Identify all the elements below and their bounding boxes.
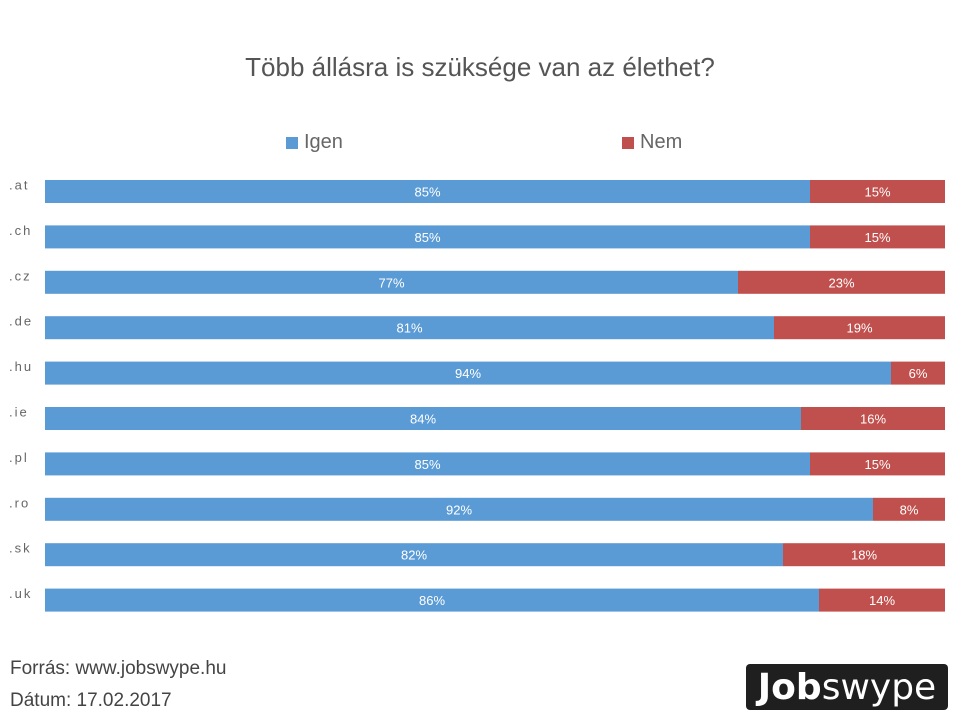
source-text: Forrás: www.jobswype.hu bbox=[10, 658, 227, 679]
data-label-nem-cz: 23% bbox=[828, 275, 854, 290]
bar-chart: .at 85% 15% .ch 85% 15% .cz 77% 23% .de 81% 19% .hu 9… bbox=[9, 178, 945, 612]
data-label-nem-de: 19% bbox=[846, 321, 872, 336]
bar-igen-ie bbox=[45, 407, 801, 430]
logo-text-job: Job bbox=[757, 666, 822, 708]
legend-swatch-nem bbox=[622, 136, 634, 149]
bar-nem-ro bbox=[873, 497, 945, 521]
data-label-nem-ch: 15% bbox=[864, 230, 890, 245]
bar-nem-cz bbox=[738, 270, 945, 294]
category-label-ro: .ro bbox=[9, 495, 30, 510]
jobswype-logo: Job swype bbox=[746, 664, 948, 710]
bar-igen-ch bbox=[45, 225, 810, 249]
data-label-nem-sk: 18% bbox=[851, 548, 877, 563]
legend-item-nem: Nem bbox=[622, 131, 682, 154]
data-label-nem-ro: 8% bbox=[900, 502, 919, 517]
bar-nem-pl bbox=[810, 452, 945, 476]
legend-item-igen: Igen bbox=[286, 131, 343, 154]
date-text: Dátum: 17.02.2017 bbox=[10, 690, 172, 711]
data-label-igen-ch: 85% bbox=[414, 230, 440, 245]
category-label-at: .at bbox=[9, 178, 29, 193]
category-label-cz: .cz bbox=[9, 268, 32, 283]
data-label-nem-ie: 16% bbox=[860, 412, 886, 427]
bar-igen-sk bbox=[45, 543, 783, 567]
data-label-igen-uk: 86% bbox=[419, 593, 445, 608]
category-label-sk: .sk bbox=[9, 541, 32, 556]
bar-nem-hu bbox=[891, 361, 945, 385]
bar-igen-uk bbox=[45, 588, 819, 612]
category-label-uk: .uk bbox=[9, 586, 32, 601]
chart-legend: Igen Nem bbox=[0, 131, 960, 157]
bar-nem-ch bbox=[810, 225, 945, 249]
category-label-de: .de bbox=[9, 314, 33, 329]
data-label-igen-ie: 84% bbox=[410, 412, 436, 427]
data-label-igen-de: 81% bbox=[396, 321, 422, 336]
chart-title: Több állásra is szüksége van az élethet? bbox=[245, 52, 715, 82]
data-label-igen-hu: 94% bbox=[455, 366, 481, 381]
data-label-nem-hu: 6% bbox=[909, 366, 928, 381]
bar-nem-de bbox=[774, 316, 945, 340]
logo-text-swype: swype bbox=[821, 666, 937, 708]
bar-nem-uk bbox=[819, 588, 945, 612]
data-label-nem-pl: 15% bbox=[864, 457, 890, 472]
data-label-nem-at: 15% bbox=[864, 185, 890, 200]
legend-label-igen: Igen bbox=[304, 131, 343, 153]
category-label-pl: .pl bbox=[9, 450, 29, 465]
bar-nem-at bbox=[810, 180, 945, 203]
bar-nem-sk bbox=[783, 543, 945, 567]
bar-igen-hu bbox=[45, 361, 891, 385]
legend-swatch-igen bbox=[286, 136, 298, 149]
bar-igen-cz bbox=[45, 270, 738, 294]
category-label-ie: .ie bbox=[9, 405, 29, 420]
bar-igen-de bbox=[45, 316, 774, 340]
bar-nem-ie bbox=[801, 407, 945, 430]
data-label-igen-pl: 85% bbox=[414, 457, 440, 472]
bar-igen-pl bbox=[45, 452, 810, 476]
category-label-ch: .ch bbox=[9, 223, 32, 238]
data-label-igen-cz: 77% bbox=[378, 275, 404, 290]
legend-label-nem: Nem bbox=[640, 131, 683, 153]
data-label-igen-sk: 82% bbox=[401, 548, 427, 563]
category-label-hu: .hu bbox=[9, 359, 33, 374]
data-label-igen-at: 85% bbox=[414, 185, 440, 200]
bar-igen-ro bbox=[45, 497, 873, 521]
data-label-nem-uk: 14% bbox=[869, 593, 895, 608]
bar-igen-at bbox=[45, 180, 810, 203]
data-label-igen-ro: 92% bbox=[446, 502, 472, 517]
